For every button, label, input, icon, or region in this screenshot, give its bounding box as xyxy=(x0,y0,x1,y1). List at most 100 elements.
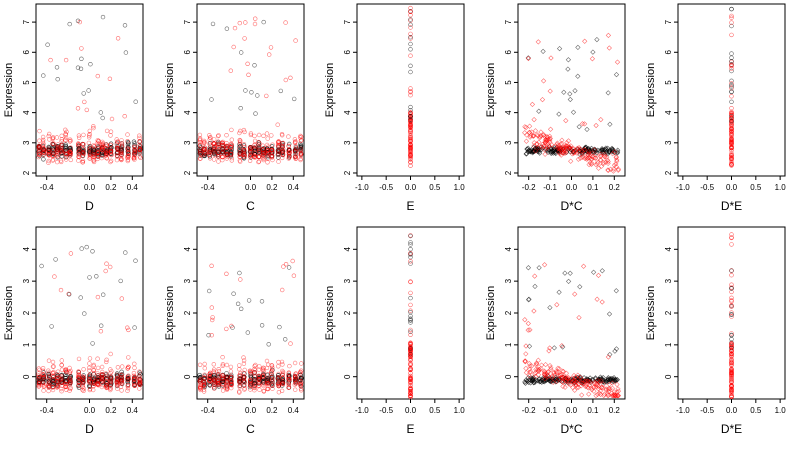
data-point-red xyxy=(286,382,291,388)
data-point-red xyxy=(582,38,588,44)
data-point-red xyxy=(587,160,593,166)
data-point-red xyxy=(600,385,606,391)
data-point-red xyxy=(279,359,285,365)
data-point-red xyxy=(51,364,56,369)
x-axis-label: C xyxy=(246,199,255,213)
data-point-red xyxy=(119,141,125,146)
data-point-red xyxy=(252,385,258,391)
data-point-red xyxy=(119,364,125,369)
y-tick-label: 2 xyxy=(504,170,513,175)
data-point-red xyxy=(125,155,130,161)
data-point-red xyxy=(253,16,258,21)
data-point-red xyxy=(220,142,225,148)
y-tick-label: 3 xyxy=(664,278,673,283)
data-point-red xyxy=(50,153,55,159)
data-point-red xyxy=(95,365,101,371)
y-axis-label: Expression xyxy=(485,63,497,117)
data-point-red xyxy=(237,139,243,145)
data-point-red xyxy=(241,358,247,363)
data-point-red xyxy=(237,137,242,143)
data-point-red xyxy=(256,377,261,382)
y-tick-label: 3 xyxy=(504,140,513,145)
data-point-red xyxy=(119,381,124,386)
data-point-red xyxy=(269,375,274,380)
data-point-red xyxy=(118,150,124,156)
data-point-red xyxy=(565,138,572,144)
data-point-black xyxy=(615,147,621,153)
data-point-red xyxy=(532,273,538,279)
data-point-red xyxy=(138,377,143,383)
data-point-red xyxy=(228,364,234,370)
data-point-red xyxy=(40,366,46,371)
y-tick-label: 4 xyxy=(22,247,31,252)
x-tick-label: 0.1 xyxy=(587,183,599,192)
data-point-red xyxy=(593,122,599,129)
y-tick-label: 1 xyxy=(183,342,192,347)
data-point-black xyxy=(210,21,216,27)
data-point-red xyxy=(614,157,620,163)
data-point-red xyxy=(292,140,298,145)
data-point-red xyxy=(589,56,596,62)
data-point-red xyxy=(615,392,622,399)
data-point-red xyxy=(729,32,734,38)
data-point-black xyxy=(98,110,104,115)
data-point-red xyxy=(554,141,560,147)
data-point-red xyxy=(532,373,539,380)
data-point-red xyxy=(598,378,604,384)
data-point-red xyxy=(115,376,120,381)
data-point-red xyxy=(532,148,539,154)
data-point-red xyxy=(729,347,734,352)
data-point-red xyxy=(207,143,213,148)
data-point-red xyxy=(614,381,620,388)
data-point-red xyxy=(243,20,248,25)
data-point-red xyxy=(215,154,221,159)
y-tick-label: 4 xyxy=(183,247,192,252)
data-point-red xyxy=(229,152,234,157)
data-point-red xyxy=(211,370,217,375)
data-point-red xyxy=(527,369,533,376)
data-point-red xyxy=(280,375,285,380)
data-point-red xyxy=(729,146,734,151)
data-point-black xyxy=(123,250,128,255)
data-point-red xyxy=(237,363,242,368)
data-point-red xyxy=(729,20,734,25)
data-point-black xyxy=(100,115,105,121)
x-tick-label: -0.4 xyxy=(40,406,54,415)
data-point-red xyxy=(224,156,230,161)
data-point-red xyxy=(293,38,298,43)
data-point-red xyxy=(614,59,621,65)
data-point-red xyxy=(207,156,213,161)
data-point-red xyxy=(67,376,73,381)
data-point-red xyxy=(132,365,137,371)
data-point-black xyxy=(59,154,65,159)
data-point-red xyxy=(46,146,51,151)
data-point-red xyxy=(261,389,267,394)
x-tick-label: 0.0 xyxy=(566,406,578,415)
data-point-black xyxy=(526,147,532,153)
data-point-red xyxy=(525,320,531,327)
data-point-red xyxy=(68,157,74,163)
data-point-red xyxy=(132,377,137,382)
y-tick-label: 4 xyxy=(664,247,673,252)
data-point-red xyxy=(248,387,253,392)
data-point-red xyxy=(280,145,285,150)
data-point-red xyxy=(536,368,542,374)
data-point-red xyxy=(99,369,105,375)
data-point-red xyxy=(408,351,413,356)
data-point-red xyxy=(237,389,242,394)
data-point-black xyxy=(543,377,549,384)
x-axis-label: D*E xyxy=(721,199,742,213)
data-point-black xyxy=(532,379,538,385)
y-tick-label: 4 xyxy=(664,110,673,115)
data-point-red xyxy=(41,372,46,378)
data-point-red xyxy=(286,134,291,139)
data-point-red xyxy=(286,385,291,390)
data-point-red xyxy=(591,388,597,394)
data-point-black xyxy=(253,111,258,116)
data-point-red xyxy=(67,139,73,144)
data-point-red xyxy=(299,361,304,366)
data-point-black xyxy=(118,278,123,284)
data-point-red xyxy=(252,363,257,369)
y-tick-label: 5 xyxy=(664,80,673,85)
x-tick-label: 0.0 xyxy=(245,406,257,415)
